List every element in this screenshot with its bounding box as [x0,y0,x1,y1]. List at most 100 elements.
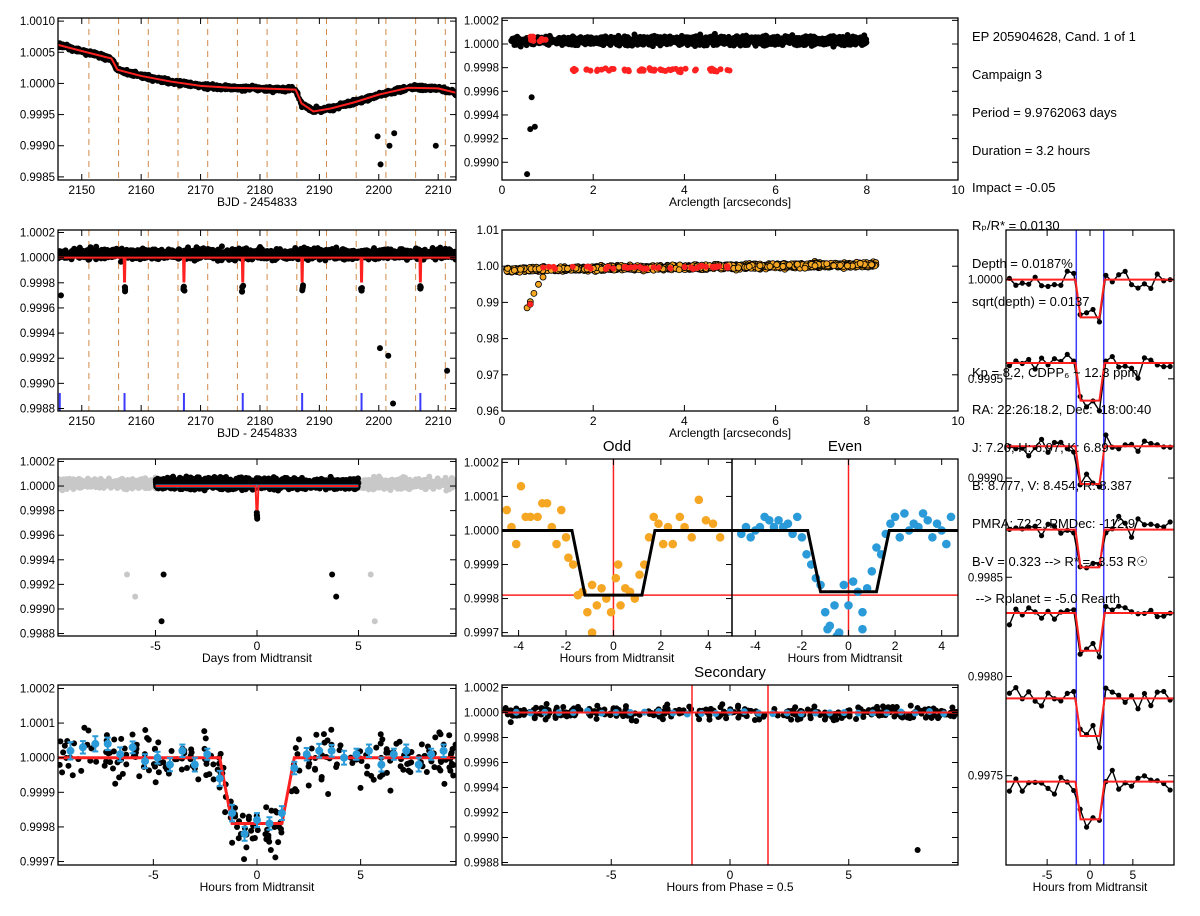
data-point [608,35,615,42]
data-point [304,245,311,252]
outlier-point [390,400,397,407]
x-tick-label: 2190 [306,414,333,428]
data-point [115,247,122,254]
data-point [675,41,682,48]
outlier-point [531,123,538,130]
data-point [265,250,272,257]
outlier-point [374,133,381,140]
data-point [314,249,321,256]
data-point [222,251,229,258]
x-axis-label: BJD - 2454833 [217,426,297,440]
x-tick-label: 8 [863,183,870,197]
y-tick-label: 0.9996 [464,86,499,98]
data-point [572,66,579,73]
data-point [299,284,306,291]
data-point [708,33,715,40]
x-axis-label: Arclength [arcseconds] [669,195,791,209]
data-point [640,67,647,74]
data-point [621,66,628,73]
data-point [674,35,681,42]
x-tick-label: 10 [951,183,965,197]
axes-frame [57,17,457,181]
data-point [218,243,225,250]
data-point [810,35,817,42]
y-tick-label: 0.9992 [464,134,499,146]
data-point [665,38,672,45]
data-point [511,41,518,48]
y-tick-label: 0.9998 [464,63,499,75]
data-point [654,39,661,46]
data-point [292,244,299,251]
data-point [646,41,653,48]
data-point [620,36,627,43]
data-point [860,37,867,44]
y-tick-label: 1.0002 [20,228,55,240]
x-axis-label: BJD - 2454833 [217,195,297,209]
data-point [549,36,556,43]
data-point [662,67,669,74]
y-tick-label: 1.0000 [20,253,55,265]
data-point [602,65,609,72]
data-point [232,257,239,264]
data-point [707,67,714,74]
data-point [104,246,111,253]
x-tick-label: 0 [499,183,506,197]
data-point [142,246,149,253]
data-point [171,248,178,255]
data-point [341,248,348,255]
data-point [94,251,101,258]
plot-area [503,258,880,312]
data-point [583,36,590,43]
data-point [180,284,187,291]
data-point [287,249,294,256]
x-tick-label: 2210 [425,183,452,197]
plot-area [58,18,456,180]
data-point [542,36,549,43]
y-tick-label: 1.0010 [20,16,55,28]
x-tick-label: 2150 [68,414,95,428]
x-tick-label: 2200 [365,414,392,428]
data-point [256,250,263,257]
data-point [854,36,861,43]
x-tick-label: 2190 [306,183,333,197]
data-point [677,66,684,73]
y-tick-label: 1.0005 [20,47,55,59]
data-point [175,251,182,258]
data-point [93,243,100,250]
data-point [698,38,705,45]
data-point [739,34,746,41]
data-point [120,248,127,255]
data-point [724,66,731,73]
data-point [383,248,390,255]
data-point [362,247,369,254]
outlier-point [527,126,534,133]
data-point [427,249,434,256]
data-point [713,68,720,75]
data-point [692,67,699,74]
y-tick-label: 0.9990 [20,141,55,153]
data-point [647,66,654,73]
y-tick-label: 1.0002 [464,15,499,27]
data-point [603,38,610,45]
data-point [83,247,90,254]
data-point [747,38,754,45]
data-point [358,284,365,291]
data-point [568,41,575,48]
data-point [646,36,653,43]
data-point [417,283,424,290]
outlier-point [386,142,393,149]
panel-arc_lc: 0 2 4 6 8 100.99900.99920.99940.99960.99981.0… [464,15,965,209]
data-point [452,250,456,257]
outlier-point [385,352,392,359]
outlier-point [376,345,383,352]
outlier-point [524,171,531,178]
data-point [574,38,581,45]
outlier-point [444,367,451,374]
y-tick-label: 0.9992 [20,353,55,365]
data-point [60,249,67,256]
data-point [527,33,534,40]
data-point [590,35,597,42]
axes-frame [501,17,959,181]
data-point [232,246,239,253]
